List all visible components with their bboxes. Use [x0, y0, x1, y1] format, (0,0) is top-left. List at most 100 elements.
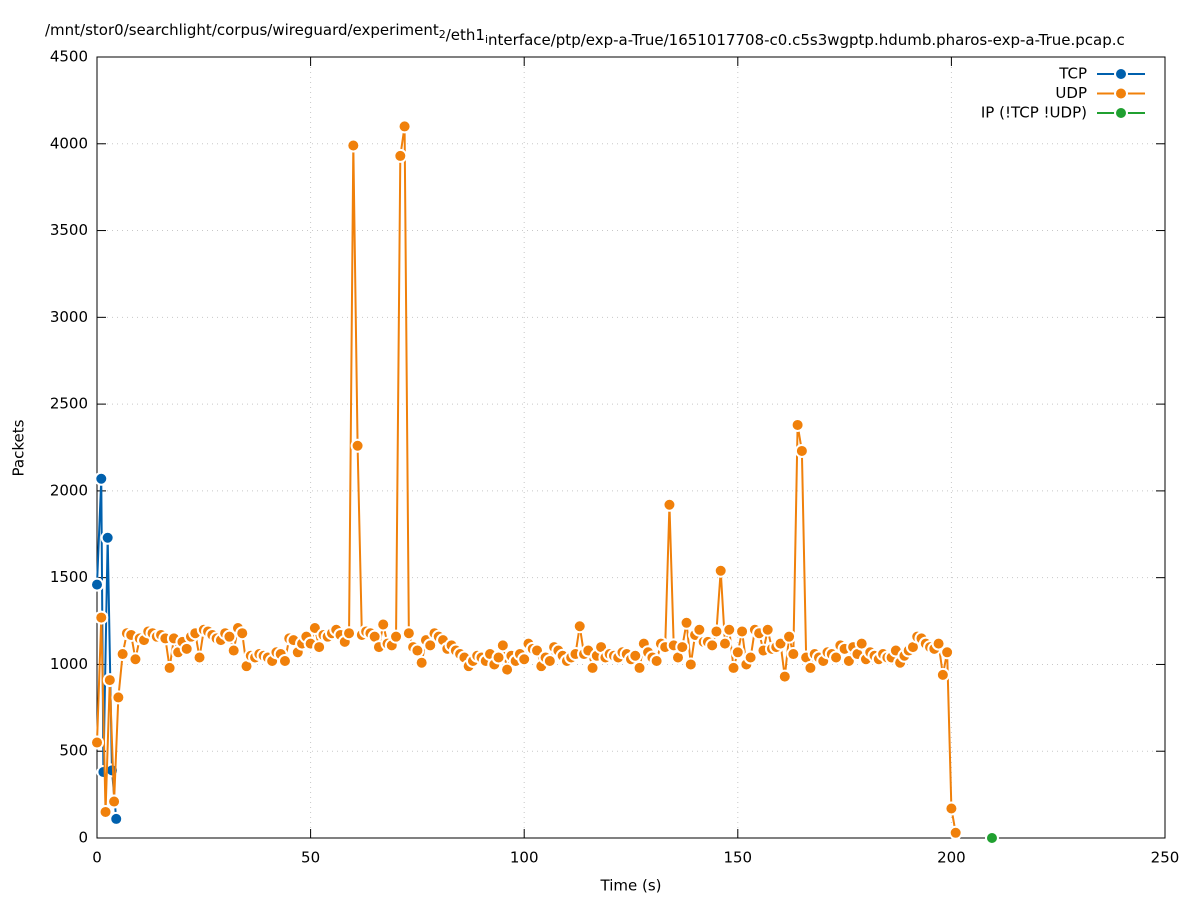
data-point [346, 138, 361, 153]
data-point [115, 647, 130, 662]
chart-title: /mnt/stor0/searchlight/corpus/wireguard/… [45, 21, 1125, 49]
data-point [98, 804, 113, 819]
x-tick-label: 150 [723, 849, 752, 867]
legend-marker [1114, 67, 1128, 81]
y-tick-label: 1500 [50, 568, 88, 586]
data-point [517, 652, 532, 667]
legend-label: UDP [1055, 84, 1087, 102]
data-point [743, 650, 758, 665]
data-point [931, 636, 946, 651]
data-point [162, 660, 177, 675]
x-axis-label: Time (s) [600, 877, 662, 895]
data-point [226, 643, 241, 658]
y-tick-label: 2500 [50, 395, 88, 413]
data-point [397, 119, 412, 134]
y-tick-label: 4500 [50, 48, 88, 66]
data-point [542, 653, 557, 668]
data-point [692, 622, 707, 637]
data-point [495, 638, 510, 653]
data-point [491, 650, 506, 665]
data-point [342, 626, 357, 641]
data-point [735, 624, 750, 639]
data-point [414, 655, 429, 670]
legend-label: TCP [1058, 65, 1087, 83]
data-point [100, 530, 115, 545]
data-point [679, 615, 694, 630]
data-point [389, 629, 404, 644]
data-point [572, 619, 587, 634]
data-point [705, 638, 720, 653]
data-point [662, 497, 677, 512]
data-point [90, 577, 104, 592]
x-tick-label: 100 [510, 849, 539, 867]
data-point [948, 825, 963, 840]
data-point [102, 673, 117, 688]
data-point [675, 640, 690, 655]
y-tick-label: 2000 [50, 481, 88, 499]
y-tick-label: 500 [59, 742, 88, 760]
plot-border [96, 56, 1166, 839]
data-point [944, 801, 959, 816]
data-point [709, 624, 724, 639]
data-point [410, 643, 425, 658]
data-point [803, 660, 818, 675]
data-point [717, 636, 732, 651]
data-point [782, 629, 797, 644]
y-tick-label: 1000 [50, 655, 88, 673]
x-tick-label: 0 [92, 849, 102, 867]
data-point [935, 667, 950, 682]
data-point [760, 622, 775, 637]
legend-label: IP (!TCP !UDP) [981, 104, 1087, 122]
y-tick-label: 4000 [50, 134, 88, 152]
data-point [500, 662, 515, 677]
data-point [312, 640, 327, 655]
series-line [96, 126, 957, 833]
series [90, 119, 963, 840]
data-point [179, 641, 194, 656]
data-point [730, 645, 745, 660]
y-tick-label: 3500 [50, 221, 88, 239]
x-tick-label: 200 [937, 849, 966, 867]
data-point [109, 811, 124, 826]
x-tick-label: 250 [1151, 849, 1180, 867]
data-point [585, 660, 600, 675]
data-point [222, 629, 237, 644]
y-tick-label: 3000 [50, 308, 88, 326]
data-point [94, 610, 109, 625]
data-point [829, 650, 844, 665]
data-point [632, 660, 647, 675]
data-point [393, 148, 408, 163]
data-point [423, 638, 438, 653]
data-point [790, 417, 805, 432]
data-point [786, 647, 801, 662]
legend-marker [1114, 86, 1128, 101]
data-point [90, 735, 104, 750]
data-point [94, 471, 109, 486]
data-point [984, 831, 999, 845]
data-point [235, 626, 250, 641]
data-point [192, 650, 207, 665]
data-point [940, 645, 955, 660]
data-point [713, 563, 728, 578]
legend-marker [1114, 106, 1128, 120]
data-point [777, 669, 792, 684]
data-point [794, 443, 809, 458]
data-point [628, 648, 643, 663]
data-point [401, 626, 416, 641]
x-tick-label: 50 [301, 849, 320, 867]
data-point [376, 617, 391, 632]
series [984, 831, 999, 845]
y-axis-label: Packets [10, 419, 28, 476]
data-point [726, 660, 741, 675]
data-point [854, 636, 869, 651]
data-point [683, 657, 698, 672]
data-point [128, 652, 143, 667]
data-point [722, 622, 737, 637]
y-tick-label: 0 [78, 829, 88, 847]
data-point [111, 690, 126, 705]
data-point [649, 653, 664, 668]
data-point [350, 438, 365, 453]
data-point [107, 794, 122, 809]
data-point [277, 653, 292, 668]
